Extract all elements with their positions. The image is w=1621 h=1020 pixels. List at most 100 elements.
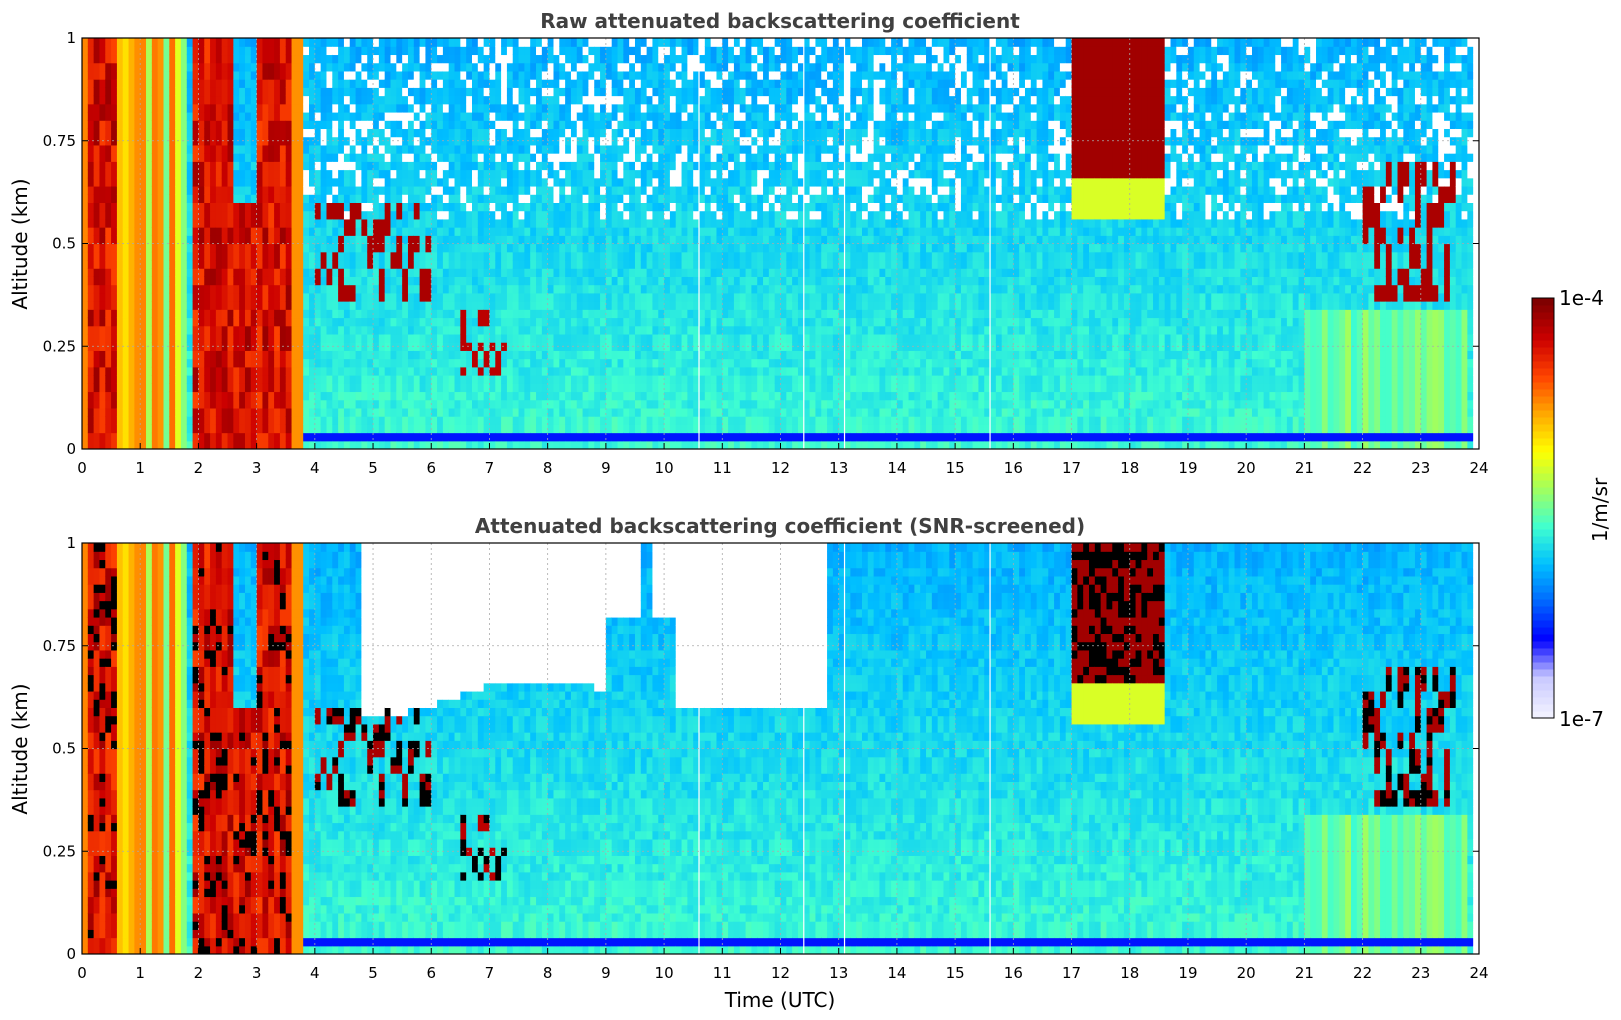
- heatmap-cell: [210, 111, 217, 121]
- heatmap-cell: [227, 161, 234, 171]
- heatmap-cell: [506, 333, 514, 343]
- heatmap-cell: [198, 342, 205, 351]
- heatmap-cell: [658, 95, 665, 105]
- heatmap-cell: [594, 120, 601, 130]
- heatmap-cell: [524, 46, 531, 56]
- heatmap-cell: [611, 38, 619, 47]
- heatmap-cell: [256, 144, 264, 154]
- heatmap-cell: [524, 38, 531, 47]
- heatmap-cell: [437, 120, 444, 130]
- heatmap-cell: [378, 169, 386, 179]
- heatmap-cell: [518, 383, 525, 393]
- heatmap-cell: [483, 416, 491, 425]
- heatmap-cell: [175, 144, 182, 154]
- heatmap-cell: [384, 432, 392, 442]
- heatmap-cell: [658, 292, 665, 302]
- heatmap-cell: [338, 111, 345, 121]
- heatmap-cell: [320, 62, 328, 72]
- heatmap-cell: [495, 375, 502, 384]
- heatmap-cell: [437, 383, 444, 393]
- heatmap-cell: [157, 202, 165, 212]
- heatmap-cell: [99, 268, 106, 277]
- heatmap-cell: [367, 62, 374, 72]
- heatmap-cell: [652, 185, 659, 195]
- heatmap-cell: [547, 111, 555, 121]
- heatmap-cell: [384, 120, 392, 130]
- heatmap-cell: [425, 268, 432, 277]
- heatmap-cell: [134, 235, 141, 245]
- heatmap-cell: [640, 383, 648, 393]
- heatmap-cell: [268, 202, 275, 212]
- heatmap-cell: [536, 333, 543, 343]
- heatmap-cell: [553, 153, 560, 162]
- heatmap-cell: [559, 333, 566, 343]
- heatmap-cell: [87, 292, 95, 302]
- heatmap-cell: [146, 243, 153, 253]
- heatmap-cell: [605, 79, 613, 88]
- heatmap-cell: [186, 325, 194, 335]
- heatmap-cell: [483, 177, 491, 187]
- heatmap-cell: [472, 268, 479, 277]
- heatmap-cell: [547, 136, 555, 146]
- heatmap-cell: [326, 185, 333, 195]
- heatmap-cell: [384, 177, 392, 187]
- heatmap-cell: [116, 407, 124, 417]
- heatmap-cell: [87, 185, 95, 195]
- heatmap-cell: [355, 161, 362, 171]
- heatmap-cell: [122, 317, 130, 327]
- heatmap-cell: [303, 407, 310, 417]
- heatmap-cell: [477, 416, 485, 425]
- heatmap-cell: [407, 301, 415, 310]
- heatmap-cell: [570, 218, 578, 228]
- heatmap-cell: [373, 375, 380, 384]
- heatmap-cell: [105, 432, 112, 442]
- heatmap-cell: [274, 70, 281, 80]
- heatmap-cell: [186, 62, 194, 72]
- heatmap-cell: [524, 251, 531, 261]
- heatmap-cell: [559, 62, 566, 72]
- heatmap-cell: [262, 120, 269, 130]
- heatmap-cell: [611, 218, 619, 228]
- heatmap-cell: [355, 111, 362, 121]
- heatmap-cell: [175, 111, 182, 121]
- heatmap-cell: [210, 309, 217, 319]
- heatmap-cell: [326, 292, 333, 302]
- heatmap-cell: [460, 111, 467, 121]
- heatmap-cell: [250, 276, 258, 286]
- heatmap-cell: [390, 391, 397, 401]
- heatmap-cell: [163, 161, 170, 171]
- heatmap-cell: [506, 103, 514, 113]
- heatmap-cell: [565, 202, 572, 212]
- heatmap-cell: [250, 111, 258, 121]
- heatmap-cell: [256, 111, 264, 121]
- heatmap-cell: [419, 169, 427, 179]
- heatmap-cell: [140, 235, 147, 245]
- heatmap-cell: [512, 276, 520, 286]
- heatmap-cell: [250, 46, 258, 56]
- heatmap-cell: [122, 333, 130, 343]
- heatmap-cell: [268, 284, 275, 294]
- heatmap-cell: [629, 358, 636, 368]
- heatmap-cell: [146, 87, 153, 97]
- heatmap-cell: [314, 424, 322, 434]
- heatmap-cell: [530, 144, 537, 154]
- heatmap-cell: [483, 95, 491, 105]
- heatmap-cell: [326, 87, 333, 97]
- heatmap-cell: [588, 350, 595, 360]
- heatmap-cell: [82, 284, 89, 294]
- heatmap-cell: [175, 292, 182, 302]
- heatmap-cell: [274, 350, 281, 360]
- heatmap-cell: [460, 128, 467, 138]
- heatmap-cell: [454, 407, 461, 417]
- heatmap-cell: [413, 144, 421, 154]
- heatmap-cell: [82, 407, 89, 417]
- heatmap-cell: [186, 284, 194, 294]
- heatmap-cell: [303, 235, 310, 245]
- heatmap-cell: [454, 399, 461, 409]
- heatmap-cell: [146, 309, 153, 319]
- heatmap-cell: [506, 144, 514, 154]
- heatmap-cell: [390, 358, 397, 368]
- heatmap-cell: [442, 227, 450, 236]
- heatmap-cell: [512, 185, 520, 195]
- heatmap-cell: [634, 202, 642, 212]
